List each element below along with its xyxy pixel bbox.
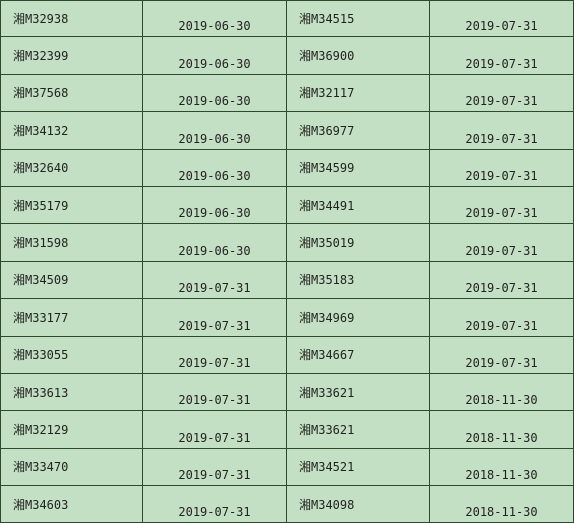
table-row: 湘M345092019-07-31湘M351832019-07-31: [0, 262, 574, 299]
date-cell: 2019-07-31: [143, 262, 287, 299]
id-cell: 湘M35019: [287, 224, 430, 261]
date-cell: 2018-11-30: [430, 449, 574, 486]
table-row: 湘M334702019-07-31湘M345212018-11-30: [0, 449, 574, 486]
table-row: 湘M336132019-07-31湘M336212018-11-30: [0, 374, 574, 411]
date-cell: 2018-11-30: [430, 374, 574, 411]
table-row: 湘M329382019-06-30湘M345152019-07-31: [0, 0, 574, 37]
date-cell: 2019-06-30: [143, 112, 287, 149]
id-cell: 湘M34667: [287, 337, 430, 374]
id-cell: 湘M35183: [287, 262, 430, 299]
data-table: 湘M329382019-06-30湘M345152019-07-31湘M3239…: [0, 0, 574, 523]
date-cell: 2019-07-31: [430, 337, 574, 374]
id-cell: 湘M35179: [0, 187, 143, 224]
date-cell: 2019-07-31: [430, 299, 574, 336]
table-row: 湘M375682019-06-30湘M321172019-07-31: [0, 75, 574, 112]
id-cell: 湘M31598: [0, 224, 143, 261]
date-cell: 2019-07-31: [430, 187, 574, 224]
id-cell: 湘M33055: [0, 337, 143, 374]
date-cell: 2019-06-30: [143, 0, 287, 37]
id-cell: 湘M36977: [287, 112, 430, 149]
table-row: 湘M346032019-07-31湘M340982018-11-30: [0, 486, 574, 523]
id-cell: 湘M33177: [0, 299, 143, 336]
date-cell: 2019-07-31: [430, 262, 574, 299]
date-cell: 2019-07-31: [430, 0, 574, 37]
date-cell: 2019-06-30: [143, 187, 287, 224]
date-cell: 2019-07-31: [143, 486, 287, 523]
table-row: 湘M341322019-06-30湘M369772019-07-31: [0, 112, 574, 149]
date-cell: 2019-07-31: [143, 374, 287, 411]
id-cell: 湘M33621: [287, 374, 430, 411]
date-cell: 2018-11-30: [430, 411, 574, 448]
date-cell: 2019-06-30: [143, 224, 287, 261]
table-row: 湘M330552019-07-31湘M346672019-07-31: [0, 337, 574, 374]
table-row: 湘M331772019-07-31湘M349692019-07-31: [0, 299, 574, 336]
id-cell: 湘M34515: [287, 0, 430, 37]
id-cell: 湘M32129: [0, 411, 143, 448]
date-cell: 2019-07-31: [143, 411, 287, 448]
date-cell: 2019-06-30: [143, 75, 287, 112]
id-cell: 湘M34603: [0, 486, 143, 523]
date-cell: 2019-06-30: [143, 150, 287, 187]
date-cell: 2019-07-31: [430, 150, 574, 187]
id-cell: 湘M34098: [287, 486, 430, 523]
table-row: 湘M323992019-06-30湘M369002019-07-31: [0, 37, 574, 74]
date-cell: 2019-07-31: [430, 75, 574, 112]
id-cell: 湘M33621: [287, 411, 430, 448]
date-cell: 2019-07-31: [143, 449, 287, 486]
id-cell: 湘M34521: [287, 449, 430, 486]
id-cell: 湘M34599: [287, 150, 430, 187]
id-cell: 湘M33613: [0, 374, 143, 411]
id-cell: 湘M33470: [0, 449, 143, 486]
table-row: 湘M326402019-06-30湘M345992019-07-31: [0, 150, 574, 187]
date-cell: 2018-11-30: [430, 486, 574, 523]
date-cell: 2019-07-31: [430, 112, 574, 149]
id-cell: 湘M36900: [287, 37, 430, 74]
id-cell: 湘M32640: [0, 150, 143, 187]
date-cell: 2019-07-31: [143, 337, 287, 374]
table-row: 湘M351792019-06-30湘M344912019-07-31: [0, 187, 574, 224]
id-cell: 湘M32938: [0, 0, 143, 37]
date-cell: 2019-06-30: [143, 37, 287, 74]
table-row: 湘M315982019-06-30湘M350192019-07-31: [0, 224, 574, 261]
id-cell: 湘M34491: [287, 187, 430, 224]
id-cell: 湘M34509: [0, 262, 143, 299]
id-cell: 湘M32399: [0, 37, 143, 74]
date-cell: 2019-07-31: [430, 37, 574, 74]
id-cell: 湘M34132: [0, 112, 143, 149]
table-row: 湘M321292019-07-31湘M336212018-11-30: [0, 411, 574, 448]
date-cell: 2019-07-31: [430, 224, 574, 261]
id-cell: 湘M34969: [287, 299, 430, 336]
id-cell: 湘M37568: [0, 75, 143, 112]
date-cell: 2019-07-31: [143, 299, 287, 336]
id-cell: 湘M32117: [287, 75, 430, 112]
